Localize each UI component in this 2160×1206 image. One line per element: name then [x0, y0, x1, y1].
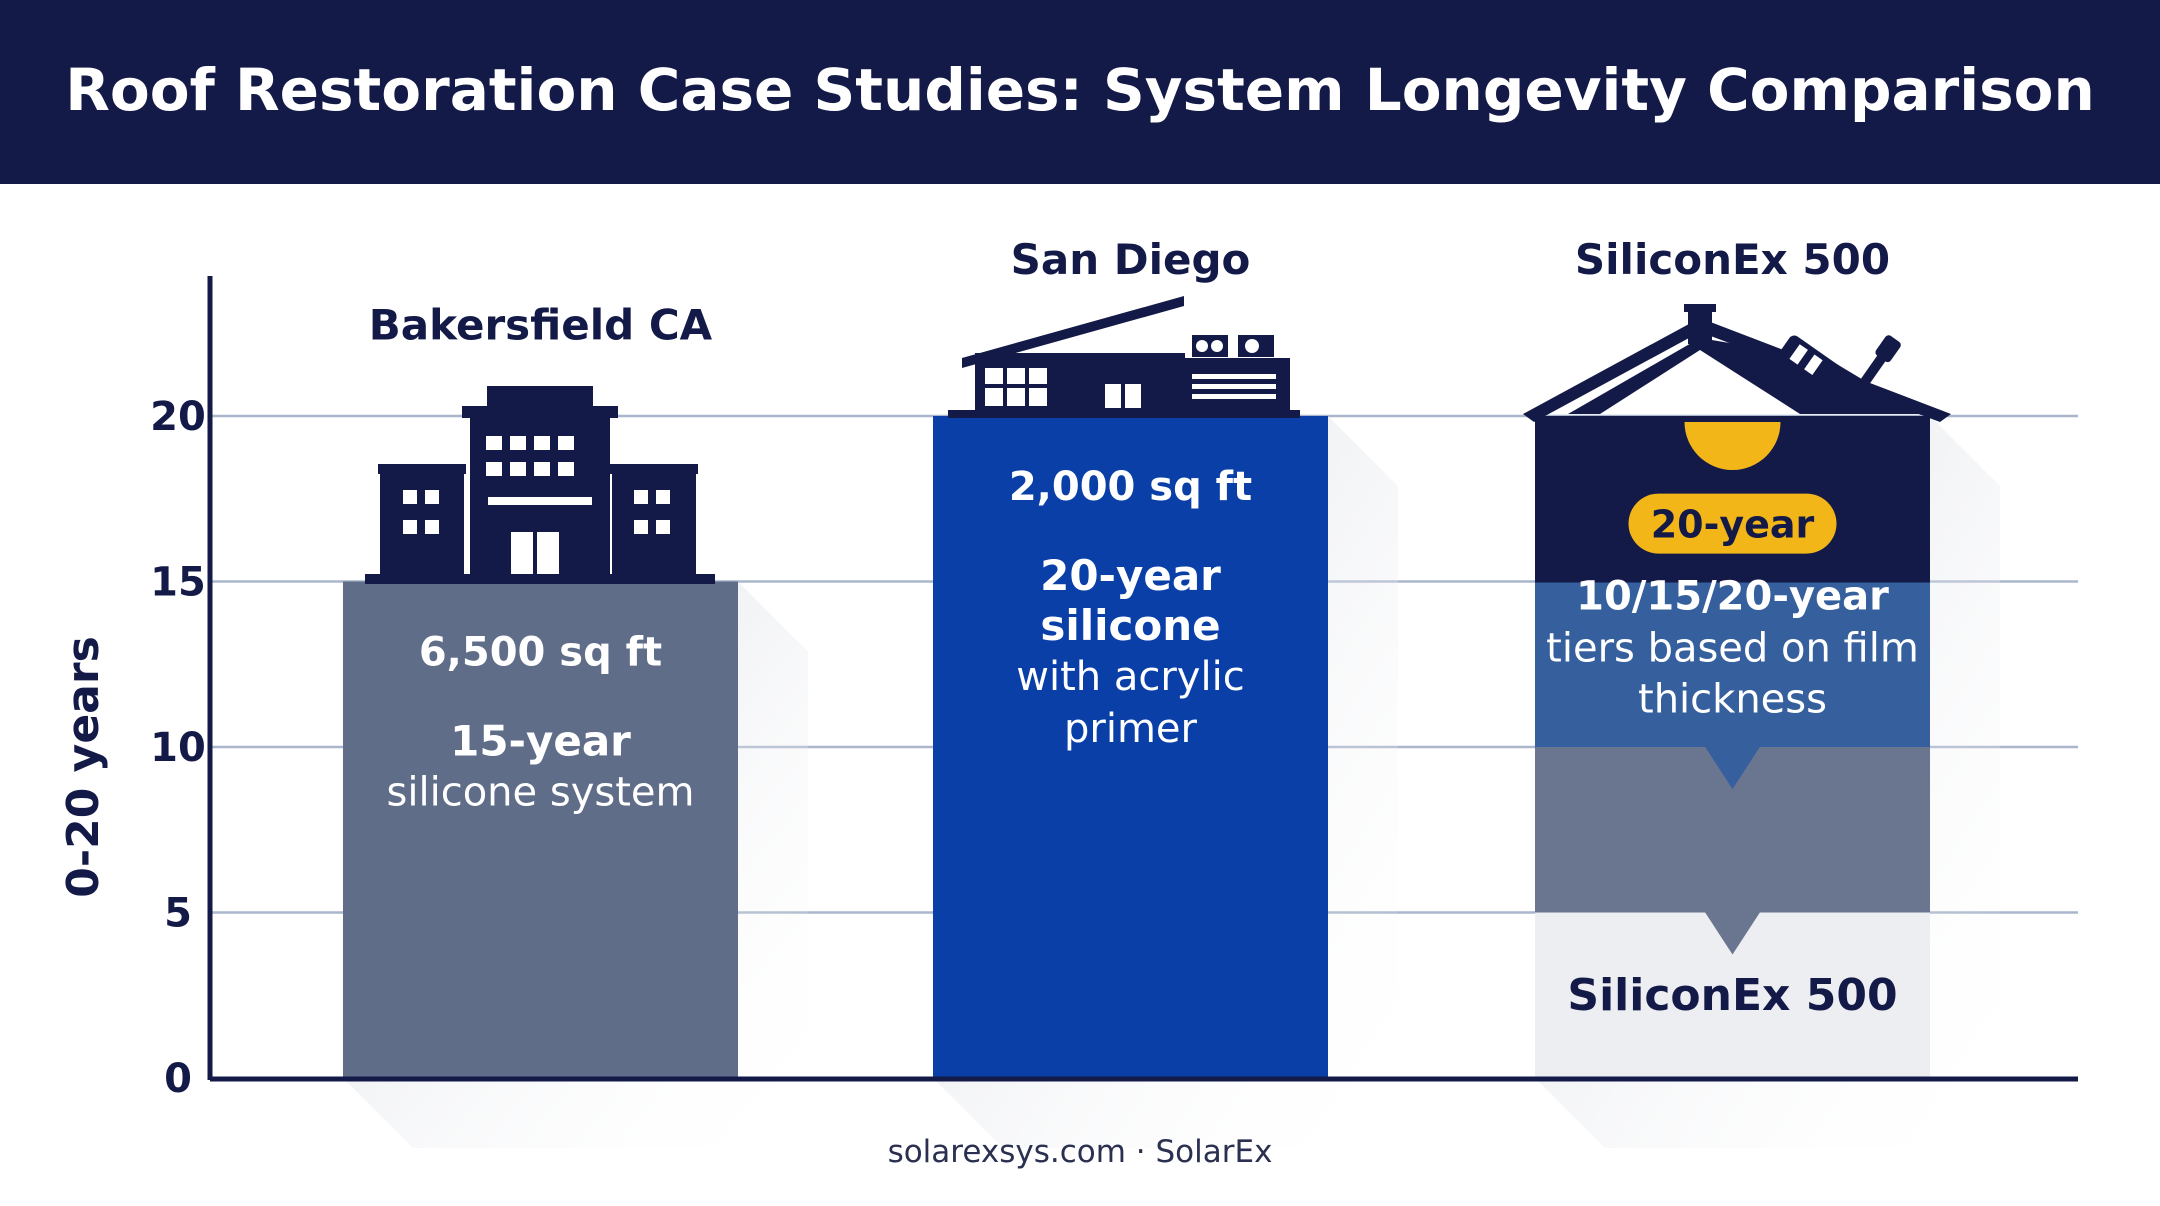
- source-credit: solarexsys.com · SolarEx: [887, 1134, 1273, 1170]
- house-roller-icon: [1523, 304, 1951, 422]
- duration-badge-label: 20-year: [1651, 503, 1815, 547]
- bar-base-label: SiliconEx 500: [1567, 970, 1897, 1021]
- bar-area-label: 6,500 sq ft: [419, 630, 662, 676]
- page-title: Roof Restoration Case Studies: System Lo…: [65, 56, 2095, 124]
- bar-3-tier-15: [1535, 581, 1930, 747]
- bar-2: [933, 416, 1328, 1078]
- category-label: SiliconEx 500: [1575, 235, 1890, 284]
- bar-system-label: 15-year: [450, 717, 631, 766]
- bar-system-label: silicone: [1040, 601, 1220, 650]
- category-label: San Diego: [1011, 235, 1251, 284]
- y-tick-label: 10: [150, 725, 206, 771]
- title-banner: Roof Restoration Case Studies: System Lo…: [0, 0, 2160, 184]
- bar-desc-label: tiers based on film: [1546, 626, 1919, 672]
- bar-1: [343, 581, 738, 1078]
- modern-house-icon: [948, 296, 1300, 418]
- sun-icon: [1684, 422, 1781, 470]
- office-building-icon: [365, 386, 715, 584]
- bar-desc-label: thickness: [1638, 677, 1827, 723]
- bar-desc-label: primer: [1064, 706, 1198, 752]
- labels: Bakersfield CA6,500 sq ft15-yearsilicone…: [369, 235, 1919, 1021]
- y-tick-label: 0: [164, 1056, 192, 1102]
- bar-system-label: 20-year: [1040, 551, 1221, 600]
- y-tick-label: 15: [150, 560, 206, 606]
- bar-desc-label: silicone system: [387, 770, 695, 816]
- y-tick-label: 20: [150, 394, 206, 440]
- duration-badge: [1628, 493, 1837, 554]
- tier-notch: [1704, 911, 1761, 955]
- icons: [365, 296, 1951, 584]
- y-tick-label: 5: [164, 891, 192, 937]
- y-axis-label: 0-20 years: [58, 636, 109, 898]
- category-label: Bakersfield CA: [369, 301, 713, 350]
- bar-area-label: 2,000 sq ft: [1009, 464, 1252, 510]
- bar-desc-label: with acrylic: [1016, 654, 1244, 700]
- tier-notch: [1704, 746, 1761, 789]
- bar-system-label: 10/15/20-year: [1576, 574, 1889, 620]
- axes: 0 5 10 15 20 0-20 years: [58, 276, 2078, 1102]
